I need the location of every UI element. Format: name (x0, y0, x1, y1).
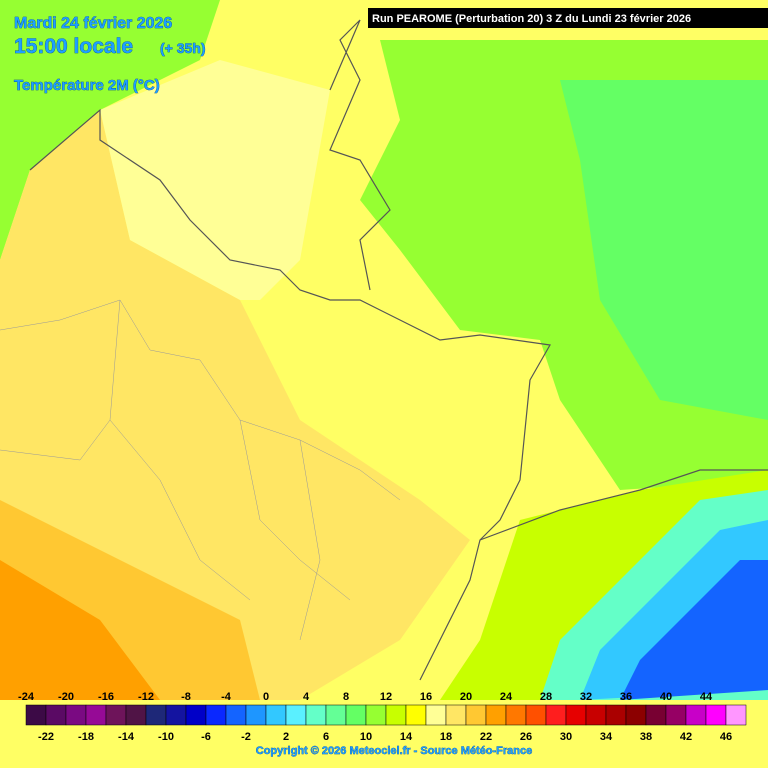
legend-swatch (705, 704, 727, 726)
legend-swatch (225, 704, 247, 726)
copyright: Copyright © 2026 Meteociel.fr - Source M… (256, 745, 532, 757)
legend-swatch (105, 704, 127, 726)
parameter: Température 2M (°C) (14, 77, 160, 94)
country-border (479, 469, 768, 541)
legend-label: -14 (118, 731, 135, 743)
legend-label: 24 (500, 691, 513, 703)
legend-swatch (285, 704, 307, 726)
legend-swatch (145, 704, 167, 726)
legend-label: 40 (660, 691, 672, 703)
legend-swatch (665, 704, 687, 726)
legend-label: 38 (640, 731, 652, 743)
legend-swatch (485, 704, 507, 726)
legend-swatch (45, 704, 67, 726)
mild-zone (100, 60, 330, 300)
legend-swatch (585, 704, 607, 726)
legend-label: 20 (460, 691, 472, 703)
cooler-zone (560, 80, 768, 420)
legend-swatch (325, 704, 347, 726)
legend-swatch (425, 704, 447, 726)
alps-high (620, 560, 768, 700)
legend-swatch (525, 704, 547, 726)
warm-zone (0, 110, 470, 700)
legend-swatch (605, 704, 627, 726)
legend-label: 34 (600, 731, 613, 743)
run-banner (368, 8, 768, 28)
time: 15:00 locale (14, 35, 133, 58)
legend-label: -24 (18, 691, 35, 703)
warmest-zone (0, 560, 160, 700)
legend-label: -2 (241, 731, 251, 743)
legend-swatch (345, 704, 367, 726)
legend-label: 16 (420, 691, 432, 703)
legend-swatch (465, 704, 487, 726)
legend-swatch (25, 704, 47, 726)
legend-label: -6 (201, 731, 211, 743)
legend-swatch (205, 704, 227, 726)
legend-label: 0 (263, 691, 269, 703)
legend-label: 44 (700, 691, 713, 703)
legend-label: 2 (283, 731, 289, 743)
lead-time: (+ 35h) (160, 40, 206, 56)
legend-label: 4 (303, 691, 310, 703)
legend-swatch (505, 704, 527, 726)
sea-area (0, 0, 220, 260)
legend-swatch (305, 704, 327, 726)
legend-label: 30 (560, 731, 572, 743)
run-info: Run PEAROME (Perturbation 20) 3 Z du Lun… (372, 13, 691, 25)
legend-label: 14 (400, 731, 413, 743)
country-border (29, 108, 551, 681)
legend-swatch (445, 704, 467, 726)
legend-swatch (245, 704, 267, 726)
legend-label: 28 (540, 691, 552, 703)
legend-label: -22 (38, 731, 54, 743)
country-border (329, 19, 391, 291)
legend-label: 6 (323, 731, 329, 743)
legend-label: -18 (78, 731, 94, 743)
legend-label: -10 (158, 731, 174, 743)
legend-swatch (85, 704, 107, 726)
legend-swatch (265, 704, 287, 726)
legend-swatch (685, 704, 707, 726)
legend-swatch (625, 704, 647, 726)
legend-swatch (565, 704, 587, 726)
legend-swatch (165, 704, 187, 726)
legend-label: 18 (440, 731, 452, 743)
legend-swatch (65, 704, 87, 726)
legend-label: 46 (720, 731, 732, 743)
legend-label: -16 (98, 691, 114, 703)
legend-label: -20 (58, 691, 74, 703)
legend-swatch (405, 704, 427, 726)
legend-swatch (725, 704, 747, 726)
legend-label: -12 (138, 691, 154, 703)
legend-swatch (545, 704, 567, 726)
legend-label: 8 (343, 691, 349, 703)
legend-label: 26 (520, 731, 532, 743)
department-border (0, 299, 401, 641)
legend-label: 42 (680, 731, 692, 743)
legend-label: 22 (480, 731, 492, 743)
legend-label: -8 (181, 691, 191, 703)
legend-label: 12 (380, 691, 392, 703)
legend-swatch (365, 704, 387, 726)
date: Mardi 24 février 2026 (14, 15, 172, 32)
legend: -24-22-20-18-16-14-12-10-8-6-4-202468101… (18, 691, 747, 743)
legend-label: 36 (620, 691, 632, 703)
legend-swatch (125, 704, 147, 726)
legend-label: 32 (580, 691, 592, 703)
legend-label: 10 (360, 731, 372, 743)
legend-swatch (385, 704, 407, 726)
legend-swatch (185, 704, 207, 726)
legend-label: -4 (221, 691, 232, 703)
legend-swatch (645, 704, 667, 726)
